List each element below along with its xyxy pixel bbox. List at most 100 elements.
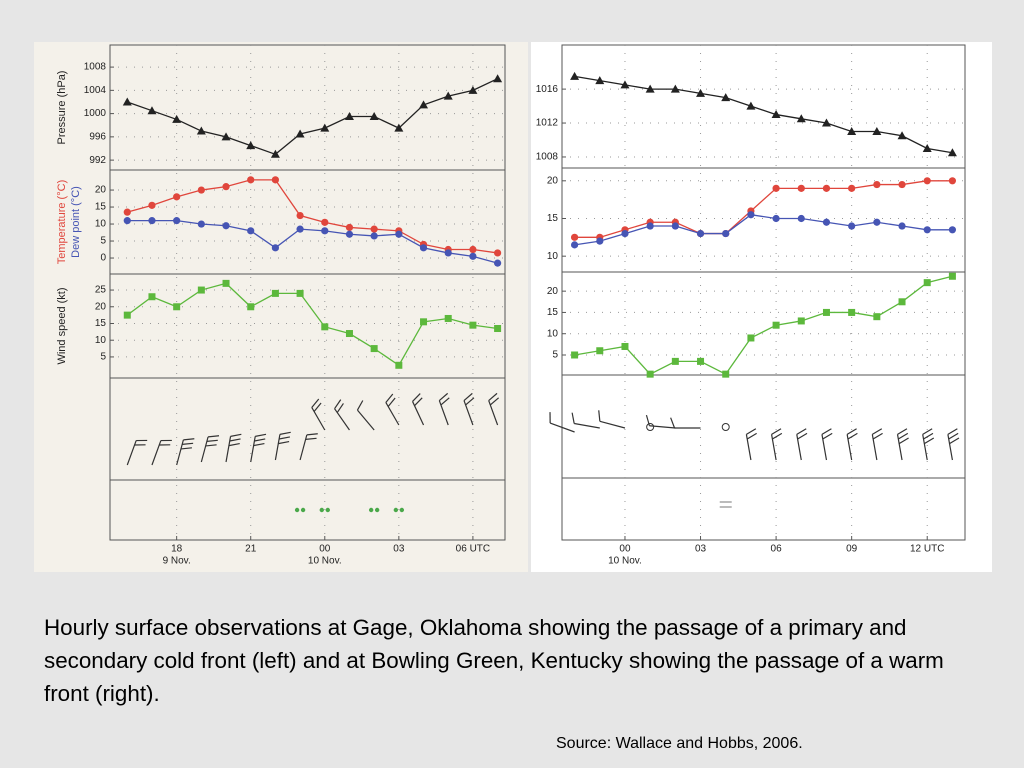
circle-marker [271, 244, 280, 252]
circle-marker [923, 226, 931, 234]
rain-symbol [325, 507, 330, 513]
series-line [127, 219, 498, 264]
series-line [574, 214, 953, 246]
y-axis-label: Wind speed (kt) [56, 287, 68, 364]
y-tick-label: 20 [547, 175, 559, 186]
circle-marker [222, 222, 230, 230]
x-tick-label: 06 [771, 544, 783, 555]
y-tick-label: 5 [100, 352, 106, 363]
x-tick-label: 12 UTC [910, 544, 944, 555]
wind-barb-feather [278, 436, 291, 440]
square-marker [296, 289, 304, 297]
triangle-marker [443, 91, 453, 100]
circle-marker [271, 176, 280, 184]
triangle-marker [270, 149, 280, 158]
square-marker [123, 311, 131, 319]
y-tick-label: 1004 [84, 85, 107, 96]
circle-marker [123, 217, 131, 225]
square-marker [148, 293, 156, 301]
y-tick-label: 20 [95, 185, 107, 196]
wind-barb-feather [846, 428, 857, 435]
square-marker [222, 279, 230, 287]
y-tick-label: 5 [100, 236, 106, 247]
y-tick-label: 10 [95, 335, 107, 346]
wind-barb-feather [872, 428, 883, 435]
x-tick-label: 18 [171, 544, 183, 555]
circle-marker [370, 232, 378, 240]
circle-marker [873, 180, 881, 189]
triangle-marker [771, 110, 781, 119]
wind-barb-feather [313, 402, 322, 412]
circle-marker [173, 217, 181, 225]
y-tick-label: 1008 [536, 152, 559, 163]
x-tick-label: 21 [245, 544, 257, 555]
y-tick-label: 20 [95, 301, 107, 312]
square-marker [420, 318, 428, 326]
y-tick-label: 1016 [536, 84, 559, 95]
circle-marker [370, 225, 378, 233]
wind-barb-feather [278, 440, 290, 445]
circle-marker [570, 233, 579, 241]
triangle-marker [620, 80, 630, 89]
circle-marker [797, 184, 805, 192]
y-tick-label: 15 [95, 202, 107, 213]
wind-barb-feather [306, 433, 318, 436]
square-marker [772, 321, 780, 329]
wind-barb-feather [205, 444, 217, 447]
calm-symbol [721, 423, 730, 431]
circle-marker [948, 226, 957, 234]
wind-barb-feather [254, 438, 266, 442]
frame [561, 44, 966, 541]
triangle-marker [172, 114, 182, 123]
square-marker [571, 351, 579, 359]
circle-marker [671, 222, 679, 230]
wind-barb-feather [948, 432, 959, 440]
wind-barb-feather [847, 432, 858, 440]
square-marker [345, 330, 353, 338]
circle-marker [873, 218, 881, 226]
wind-barb-feather [771, 428, 782, 435]
circle-marker [898, 180, 906, 189]
triangle-marker [947, 148, 957, 157]
wind-barb-feather [206, 439, 218, 443]
square-marker [646, 370, 654, 378]
wind-barb [549, 422, 575, 433]
square-marker [494, 325, 502, 333]
left-figure-paper [34, 42, 528, 572]
y-tick-label: 15 [547, 213, 559, 224]
rain-symbol [368, 507, 374, 513]
wind-barb-feather [438, 392, 449, 402]
triangle-marker [394, 123, 404, 132]
triangle-marker [246, 141, 256, 150]
circle-marker [722, 229, 730, 238]
right-figure-paper [531, 42, 992, 572]
circle-marker [923, 177, 931, 185]
square-marker [395, 361, 403, 369]
x-tick-label: 09 [846, 544, 858, 555]
triangle-marker [645, 84, 655, 93]
wind-barb-feather [898, 437, 909, 445]
wind-barb-feather [255, 433, 267, 437]
x-tick-label: 00 [619, 544, 631, 555]
square-marker [596, 347, 604, 355]
wind-barb-feather [208, 435, 220, 438]
circle-marker [948, 177, 957, 185]
triangle-marker [821, 118, 831, 127]
x-tick-label: 03 [393, 544, 405, 555]
wind-barb [599, 420, 626, 429]
circle-marker [345, 223, 354, 232]
square-marker [873, 313, 881, 321]
square-marker [797, 317, 805, 325]
circle-marker [173, 193, 181, 201]
circle-marker [493, 249, 502, 257]
series-line [127, 179, 498, 254]
square-marker [321, 323, 329, 331]
triangle-marker [872, 127, 882, 136]
triangle-marker [369, 112, 379, 121]
y-tick-label: 25 [95, 285, 107, 296]
wind-barb-feather [598, 410, 601, 422]
square-marker [923, 279, 931, 287]
wind-barb-feather [772, 432, 783, 440]
square-marker [247, 303, 255, 311]
